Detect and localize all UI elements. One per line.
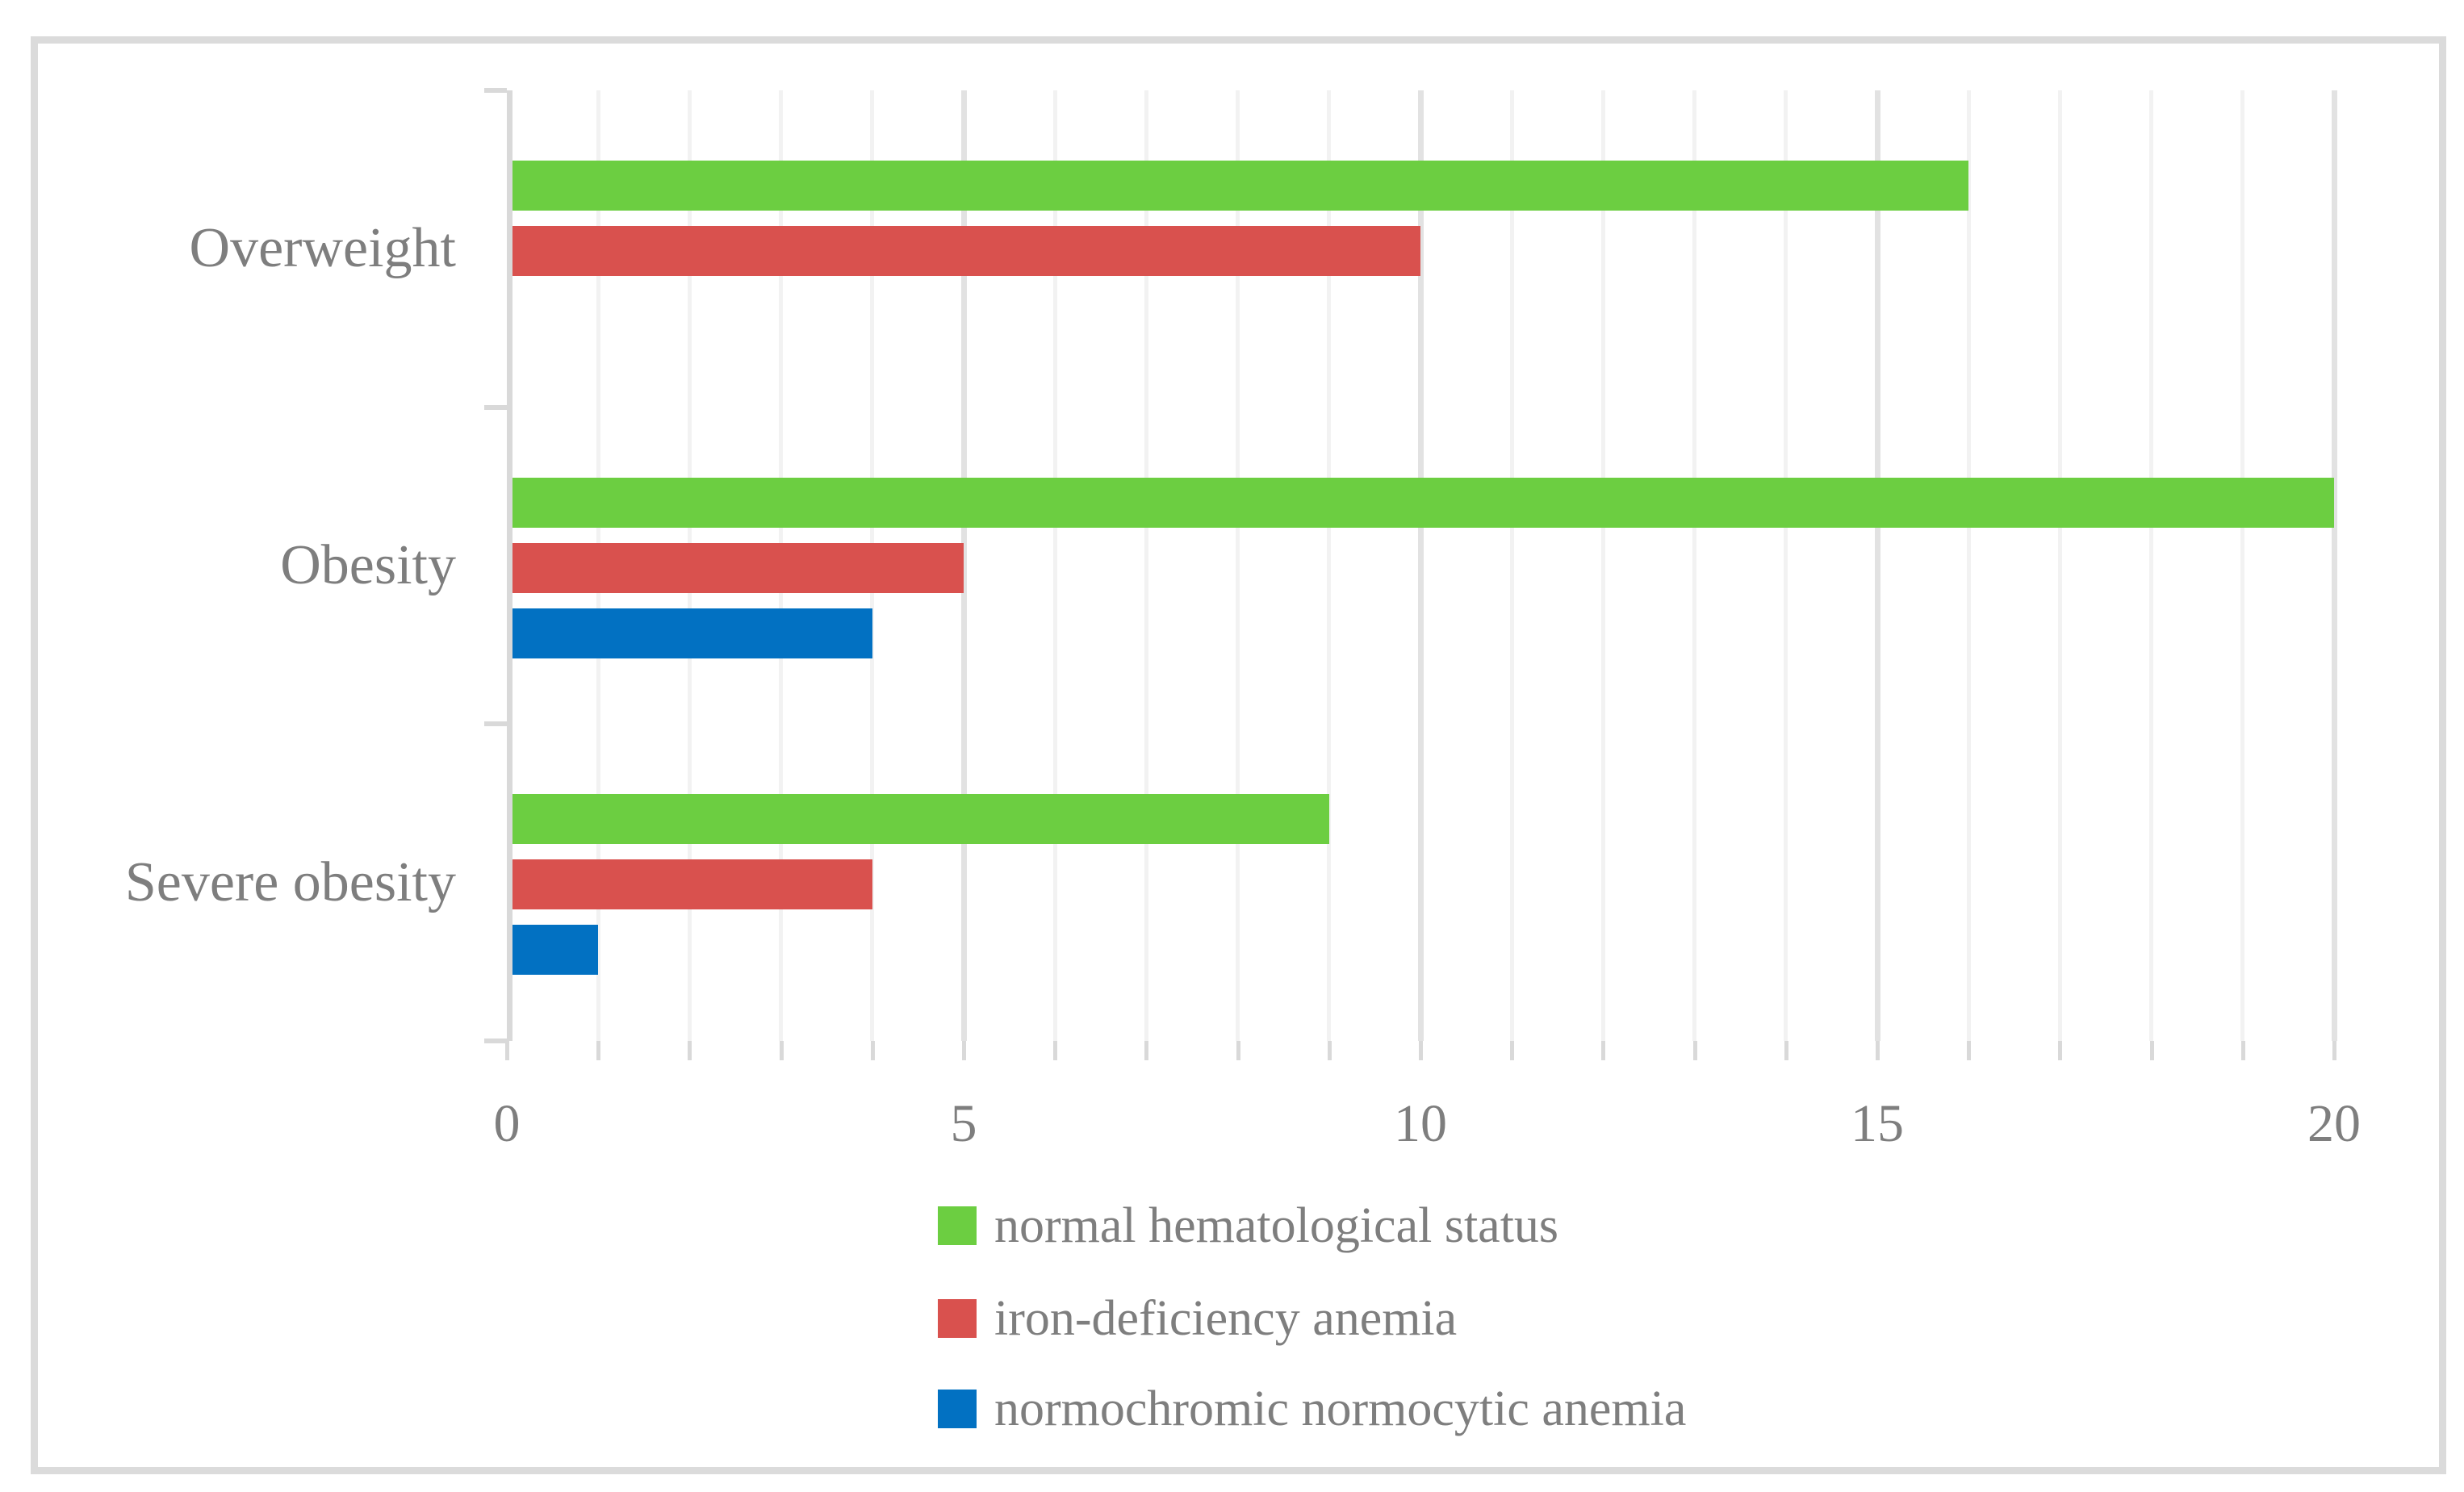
x-axis-tick xyxy=(870,1041,875,1060)
x-axis-label-0: 0 xyxy=(493,1094,521,1153)
bar-overweight-iron-deficiency-anemia xyxy=(512,226,1420,276)
bar-overweight-normal-hematological-status xyxy=(512,161,1968,211)
x-axis-tick xyxy=(779,1041,784,1060)
legend-swatch-normal-hematological-status xyxy=(938,1206,977,1245)
legend-item-normochromic-normocytic-anemia: normochromic normocytic anemia xyxy=(938,1380,1686,1438)
legend-swatch-iron-deficiency-anemia xyxy=(938,1299,977,1338)
category-boundary-tick xyxy=(484,88,507,93)
minor-gridline xyxy=(2240,90,2245,1041)
category-label-overweight: Overweight xyxy=(189,217,456,279)
minor-gridline xyxy=(1600,90,1605,1041)
major-gridline xyxy=(2331,90,2337,1041)
x-axis-tick xyxy=(1784,1041,1788,1060)
x-axis-tick xyxy=(596,1041,601,1060)
x-axis-tick xyxy=(1601,1041,1606,1060)
x-axis-tick xyxy=(1053,1041,1058,1060)
minor-gridline xyxy=(2057,90,2062,1041)
minor-gridline xyxy=(1509,90,1514,1041)
x-axis-label-5: 5 xyxy=(950,1094,977,1153)
x-axis-tick xyxy=(962,1041,966,1060)
x-axis-tick xyxy=(688,1041,692,1060)
x-axis-tick xyxy=(1327,1041,1332,1060)
minor-gridline xyxy=(2149,90,2154,1041)
x-axis-label-20: 20 xyxy=(2307,1094,2361,1153)
x-axis-tick xyxy=(1876,1041,1880,1060)
bar-severe-obesity-iron-deficiency-anemia xyxy=(512,859,872,909)
legend-item-iron-deficiency-anemia: iron-deficiency anemia xyxy=(938,1289,1457,1348)
bar-obesity-iron-deficiency-anemia xyxy=(512,543,964,593)
x-axis-tick xyxy=(1419,1041,1423,1060)
x-axis-tick xyxy=(1144,1041,1149,1060)
minor-gridline xyxy=(1236,90,1240,1041)
bar-obesity-normal-hematological-status xyxy=(512,478,2334,528)
y-axis-line xyxy=(507,90,512,1041)
major-gridline xyxy=(1417,90,1424,1041)
x-axis-tick xyxy=(1692,1041,1697,1060)
x-axis-label-10: 10 xyxy=(1394,1094,1447,1153)
bar-severe-obesity-normochromic-normocytic-anemia xyxy=(512,925,598,975)
category-label-obesity: Obesity xyxy=(280,534,456,596)
bar-severe-obesity-normal-hematological-status xyxy=(512,794,1329,844)
legend-swatch-normochromic-normocytic-anemia xyxy=(938,1390,977,1428)
minor-gridline xyxy=(1966,90,1971,1041)
category-boundary-tick xyxy=(484,721,507,727)
category-boundary-tick xyxy=(484,1039,507,1043)
minor-gridline xyxy=(1784,90,1788,1041)
minor-gridline xyxy=(1052,90,1057,1041)
x-axis-tick xyxy=(1236,1041,1240,1060)
x-axis-tick xyxy=(2240,1041,2245,1060)
minor-gridline xyxy=(1144,90,1148,1041)
x-axis-label-15: 15 xyxy=(1851,1094,1904,1153)
x-axis-tick xyxy=(2058,1041,2063,1060)
x-axis-tick xyxy=(2149,1041,2154,1060)
bar-obesity-normochromic-normocytic-anemia xyxy=(512,608,872,658)
x-axis-tick xyxy=(505,1041,509,1060)
legend-item-normal-hematological-status: normal hematological status xyxy=(938,1197,1558,1255)
major-gridline xyxy=(1874,90,1880,1041)
legend-label-normochromic-normocytic-anemia: normochromic normocytic anemia xyxy=(994,1381,1687,1436)
x-axis-tick xyxy=(1967,1041,1972,1060)
minor-gridline xyxy=(1327,90,1332,1041)
category-boundary-tick xyxy=(484,404,507,410)
legend-label-normal-hematological-status: normal hematological status xyxy=(994,1198,1559,1253)
x-axis-tick xyxy=(1510,1041,1515,1060)
x-axis-tick xyxy=(2332,1041,2336,1060)
major-gridline xyxy=(960,90,967,1041)
legend-label-iron-deficiency-anemia: iron-deficiency anemia xyxy=(994,1291,1458,1346)
minor-gridline xyxy=(1692,90,1697,1041)
category-label-severe-obesity: Severe obesity xyxy=(124,851,456,913)
